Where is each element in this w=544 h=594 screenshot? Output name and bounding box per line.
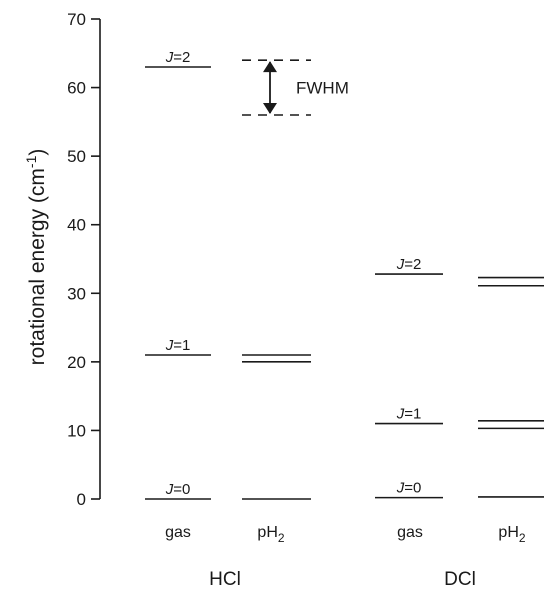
level-label: J=1: [165, 337, 191, 354]
y-axis-label-main: rotational energy (cm: [26, 168, 49, 365]
level-label: J=0: [396, 480, 422, 497]
y-tick-label: 10: [67, 421, 86, 440]
level-label-quantum-number: J: [396, 256, 405, 273]
column-label: pH2: [257, 524, 284, 545]
y-tick-label: 50: [67, 147, 86, 166]
level-label: J=2: [165, 49, 191, 66]
column-label-subscript: 2: [519, 531, 526, 545]
y-axis: 0 10 20 30 40 50 60 70: [67, 10, 101, 509]
y-axis-label-end: ): [26, 149, 49, 156]
level-label-quantum-number: J: [396, 480, 405, 497]
level-label: J=1: [396, 406, 422, 423]
level-label-quantum-number: J: [165, 49, 174, 66]
y-tick-label: 40: [67, 216, 86, 235]
column-label-main: pH: [498, 524, 518, 541]
level-label-value: =2: [404, 256, 421, 273]
y-axis-label-sup: -1: [23, 155, 39, 168]
group-label: DCl: [444, 569, 476, 590]
level-label-quantum-number: J: [396, 406, 405, 423]
y-tick-label: 0: [77, 490, 86, 509]
level-label: J=2: [396, 256, 422, 273]
group-label: HCl: [209, 569, 241, 590]
level-label-value: =0: [404, 480, 421, 497]
fwhm-arrow-head-up: [263, 61, 277, 73]
y-tick-label: 30: [67, 284, 86, 303]
column-label: gas: [397, 524, 423, 541]
level-label-quantum-number: J: [165, 337, 174, 354]
y-tick-label: 70: [67, 10, 86, 29]
column-label-main: gas: [397, 524, 423, 541]
y-axis-label: rotational energy (cm-1): [23, 149, 49, 366]
column-label-main: pH: [257, 524, 277, 541]
level-label: J=0: [165, 481, 191, 498]
y-tick-label: 20: [67, 353, 86, 372]
fwhm-label: FWHM: [296, 79, 349, 98]
column-label-main: gas: [165, 524, 191, 541]
level-label-value: =2: [173, 49, 190, 66]
level-label-value: =1: [173, 337, 190, 354]
column-label: gas: [165, 524, 191, 541]
fwhm-arrow-head-down: [263, 103, 277, 114]
column-label-subscript: 2: [278, 531, 285, 545]
level-label-value: =1: [404, 406, 421, 423]
y-tick-label: 60: [67, 79, 86, 98]
level-label-quantum-number: J: [165, 481, 174, 498]
level-label-value: =0: [173, 481, 190, 498]
column-label: pH2: [498, 524, 525, 545]
